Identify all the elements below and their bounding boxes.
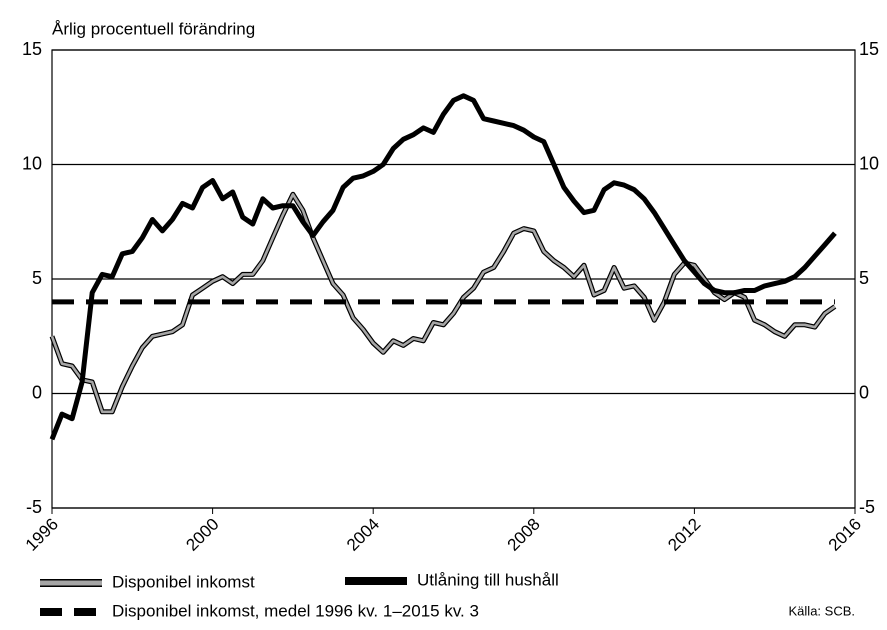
legend-label: Disponibel inkomst, medel 1996 kv. 1–201… bbox=[112, 601, 479, 620]
y-axis-label: Årlig procentuell förändring bbox=[52, 19, 255, 38]
plot-frame bbox=[51, 49, 856, 509]
x-tick-label: 1996 bbox=[22, 515, 62, 555]
y-tick-label: -5 bbox=[26, 497, 42, 517]
y2-tick-label: 15 bbox=[859, 39, 879, 59]
x-tick-label: 2004 bbox=[343, 515, 383, 555]
y2-tick-label: 0 bbox=[859, 382, 869, 402]
x-tick-label: 2008 bbox=[504, 515, 544, 555]
y-tick-label: 5 bbox=[32, 268, 42, 288]
x-tick-label: 2016 bbox=[825, 515, 865, 555]
y2-tick-label: -5 bbox=[859, 497, 875, 517]
y-tick-label: 15 bbox=[22, 39, 42, 59]
x-tick-label: 2000 bbox=[182, 515, 222, 555]
legend-label: Disponibel inkomst bbox=[112, 572, 255, 591]
source: Källa: SCB. bbox=[789, 603, 855, 618]
line bbox=[50, 193, 836, 414]
x-tick-label: 2012 bbox=[664, 515, 704, 555]
y2-tick-label: 5 bbox=[859, 268, 869, 288]
legend-label: Utlåning till hushåll bbox=[417, 570, 559, 589]
y2-tick-label: 10 bbox=[859, 153, 879, 173]
y-tick-label: 0 bbox=[32, 382, 42, 402]
line bbox=[49, 93, 837, 441]
y-tick-label: 10 bbox=[22, 153, 42, 173]
